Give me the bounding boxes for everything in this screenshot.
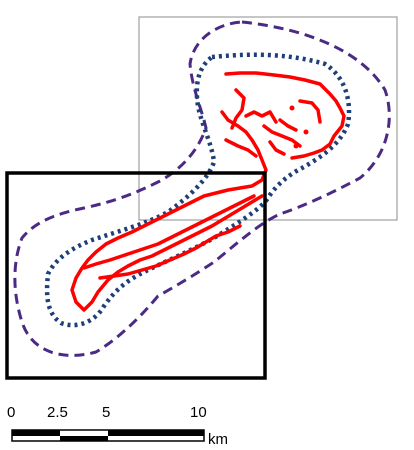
scale-unit: km	[208, 431, 228, 448]
scale-bar-segment-3	[108, 430, 204, 436]
scale-tick-10: 10	[190, 404, 207, 421]
scale-tick-0: 0	[7, 404, 16, 421]
scale-bar-segment-1	[12, 430, 60, 436]
outer-buffer-outline	[13, 20, 391, 357]
main-frame	[5, 171, 267, 380]
scale-bar-segment-2	[60, 436, 108, 441]
route-dot	[289, 105, 295, 111]
route-dot	[303, 129, 309, 135]
scale-tick-5: 5	[102, 404, 111, 421]
inner-buffer-outline	[44, 52, 352, 328]
scale-tick-2-5: 2.5	[47, 404, 68, 421]
inset-frame	[138, 16, 398, 221]
route-dot	[293, 143, 299, 149]
scale-bar	[11, 429, 205, 442]
route-outline	[70, 71, 346, 312]
